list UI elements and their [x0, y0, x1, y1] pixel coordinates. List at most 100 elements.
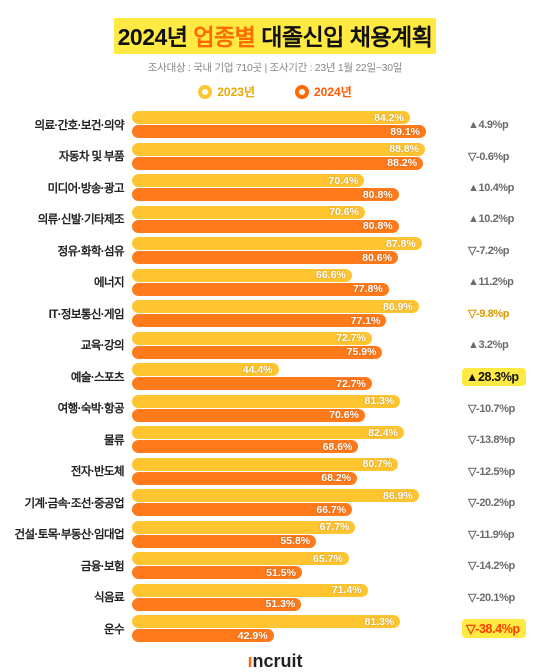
category-label: 식음료	[14, 589, 132, 605]
delta-label: ▽-14.2%p	[462, 559, 526, 572]
legend-2023: 2023년	[198, 83, 255, 100]
bar-chart: 의료·간호·보건·의약84.2%89.1%▲4.9%p자동차 및 부품88.8%…	[14, 110, 536, 643]
bar-2023: 44.4%	[132, 363, 279, 376]
category-label: 정유·화학·섬유	[14, 243, 132, 259]
delta-label: ▽-38.4%p	[462, 619, 526, 638]
bar-value-2023: 84.2%	[374, 112, 404, 124]
chart-row: 운수81.3%42.9%▽-38.4%p	[14, 614, 536, 643]
bar-group: 86.9%66.7%	[132, 488, 462, 517]
bar-2024: 80.6%	[132, 251, 398, 264]
chart-row: 기계·금속·조선·중공업86.9%66.7%▽-20.2%p	[14, 488, 536, 517]
bar-2024: 72.7%	[132, 377, 372, 390]
bar-value-2024: 80.8%	[363, 189, 393, 201]
bar-value-2024: 80.8%	[363, 220, 393, 232]
delta-label: ▽-7.2%p	[462, 244, 526, 257]
chart-row: 식음료71.4%51.3%▽-20.1%p	[14, 583, 536, 612]
bar-group: 87.8%80.6%	[132, 236, 462, 265]
bar-group: 81.3% 42.9%	[132, 614, 462, 643]
category-label: 자동차 및 부품	[14, 148, 132, 164]
chart-title-wrap: 2024년 업종별 대졸신입 채용계획	[14, 18, 536, 54]
bar-2023: 70.4%	[132, 174, 364, 187]
bar-2023: 80.7%	[132, 458, 398, 471]
bar-2024: 68.2%	[132, 472, 357, 485]
bar-group: 70.6% 80.8%	[132, 205, 462, 234]
bar-value-2023: 44.4%	[243, 364, 273, 376]
legend-label-2024: 2024년	[314, 83, 352, 100]
delta-label: ▲10.4%p	[462, 182, 526, 194]
title-suffix: 대졸신입 채용계획	[255, 24, 432, 50]
bar-value-2024: 68.6%	[323, 441, 353, 453]
delta-label: ▲28.3%p	[462, 368, 526, 386]
delta-label: ▲4.9%p	[462, 119, 526, 131]
bar-value-2023: 71.4%	[332, 584, 362, 596]
chart-row: 예술·스포츠44.4%72.7%▲28.3%p	[14, 362, 536, 391]
chart-row: 물류 82.4% 68.6% ▽-13.8%p	[14, 425, 536, 454]
bar-2023: 65.7%	[132, 552, 349, 565]
category-label: 기계·금속·조선·중공업	[14, 495, 132, 511]
category-label: 여행·숙박·항공	[14, 400, 132, 416]
bar-group: 70.4% 80.8%	[132, 173, 462, 202]
bar-2024: 51.3%	[132, 598, 301, 611]
bar-2024: 77.1%	[132, 314, 386, 327]
bar-2023: 70.6%	[132, 206, 365, 219]
bar-group: 65.7% 51.5%	[132, 551, 462, 580]
bar-value-2023: 70.6%	[329, 206, 359, 218]
category-label: 미디어·방송·광고	[14, 180, 132, 196]
bar-value-2024: 89.1%	[390, 126, 420, 138]
bar-group: 86.9%77.1%	[132, 299, 462, 328]
bar-value-2023: 81.3%	[365, 395, 395, 407]
bar-2023: 88.8%	[132, 143, 425, 156]
delta-label: ▲11.2%p	[462, 276, 526, 288]
bar-value-2023: 70.4%	[329, 175, 359, 187]
category-label: 예술·스포츠	[14, 369, 132, 385]
brand-logo: ıncruit	[14, 651, 536, 672]
delta-label: ▽-13.8%p	[462, 433, 526, 446]
bar-2023: 81.3%	[132, 615, 400, 628]
chart-row: 교육·강의72.7%75.9%▲3.2%p	[14, 331, 536, 360]
category-label: 물류	[14, 432, 132, 448]
delta-label: ▲10.2%p	[462, 213, 526, 225]
title-prefix: 2024년	[118, 24, 194, 50]
bar-value-2024: 51.5%	[266, 567, 296, 579]
bar-value-2024: 42.9%	[238, 630, 268, 642]
bar-value-2024: 68.2%	[321, 472, 351, 484]
bar-2024: 80.8%	[132, 188, 399, 201]
chart-row: IT·정보통신·게임86.9%77.1%▽-9.8%p	[14, 299, 536, 328]
bar-value-2024: 88.2%	[387, 157, 417, 169]
bar-2023: 87.8%	[132, 237, 422, 250]
delta-label: ▲3.2%p	[462, 339, 526, 351]
legend-circle-2023	[198, 85, 212, 99]
bar-2024: 88.2%	[132, 157, 423, 170]
bar-2024: 77.8%	[132, 283, 389, 296]
bar-value-2023: 67.7%	[320, 521, 350, 533]
bar-group: 82.4% 68.6%	[132, 425, 462, 454]
bar-group: 44.4%72.7%	[132, 362, 462, 391]
bar-2023: 71.4%	[132, 584, 368, 597]
bar-2023: 81.3%	[132, 395, 400, 408]
chart-row: 건설·토목·부동산·임대업67.7%55.8%▽-11.9%p	[14, 520, 536, 549]
bar-value-2024: 70.6%	[329, 409, 359, 421]
delta-label: ▽-0.6%p	[462, 150, 526, 163]
bar-2024: 42.9%	[132, 629, 274, 642]
bar-group: 80.7%68.2%	[132, 457, 462, 486]
bar-group: 84.2% 89.1%	[132, 110, 462, 139]
category-label: 금융·보험	[14, 558, 132, 574]
bar-value-2024: 75.9%	[347, 346, 377, 358]
chart-row: 미디어·방송·광고 70.4% 80.8% ▲10.4%p	[14, 173, 536, 202]
bar-value-2023: 82.4%	[368, 427, 398, 439]
legend-label-2023: 2023년	[217, 83, 255, 100]
bar-2023: 86.9%	[132, 489, 419, 502]
category-label: 건설·토목·부동산·임대업	[14, 526, 132, 542]
legend-circle-2024	[295, 85, 309, 99]
bar-value-2024: 77.8%	[353, 283, 383, 295]
chart-row: 에너지66.6%77.8%▲11.2%p	[14, 268, 536, 297]
bar-2024: 89.1%	[132, 125, 426, 138]
legend: 2023년 2024년	[14, 83, 536, 100]
bar-group: 67.7%55.8%	[132, 520, 462, 549]
bar-group: 66.6%77.8%	[132, 268, 462, 297]
chart-row: 전자·반도체80.7%68.2%▽-12.5%p	[14, 457, 536, 486]
bar-2023: 72.7%	[132, 332, 372, 345]
chart-row: 정유·화학·섬유87.8%80.6%▽-7.2%p	[14, 236, 536, 265]
delta-label: ▽-11.9%p	[462, 528, 526, 541]
bar-value-2023: 87.8%	[386, 238, 416, 250]
